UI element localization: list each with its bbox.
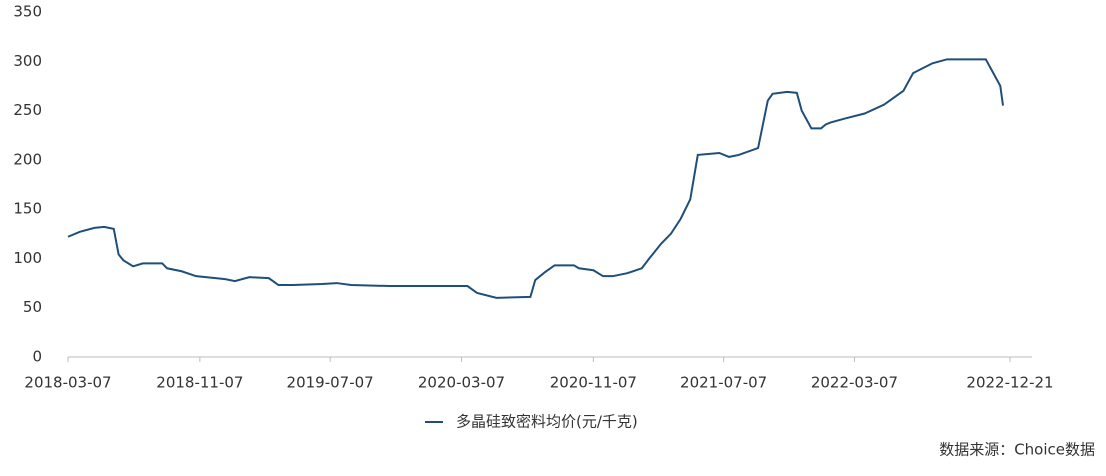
y-tick-label: 300 [13,52,42,70]
x-tick-label: 2018-03-07 [24,374,111,392]
source-note: 数据来源：Choice数据 [939,441,1095,459]
y-tick-label: 150 [13,200,42,218]
x-tick-label: 2022-03-07 [811,374,898,392]
x-tick-label: 2022-12-21 [966,374,1053,392]
x-tick-label: 2018-11-07 [156,374,243,392]
series-line [67,58,1004,299]
y-tick-label: 350 [13,3,42,21]
y-tick-label: 0 [32,348,42,366]
x-tick-label: 2020-11-07 [550,374,637,392]
y-tick-label: 200 [13,150,42,168]
y-tick-label: 50 [23,298,42,316]
y-tick-label: 250 [13,101,42,119]
x-tick-label: 2020-03-07 [418,374,505,392]
x-tick-label: 2021-07-07 [680,374,767,392]
y-tick-label: 100 [13,249,42,267]
legend-label: 多晶硅致密料均价(元/千克) [456,413,638,431]
x-tick-label: 2019-07-07 [287,374,374,392]
